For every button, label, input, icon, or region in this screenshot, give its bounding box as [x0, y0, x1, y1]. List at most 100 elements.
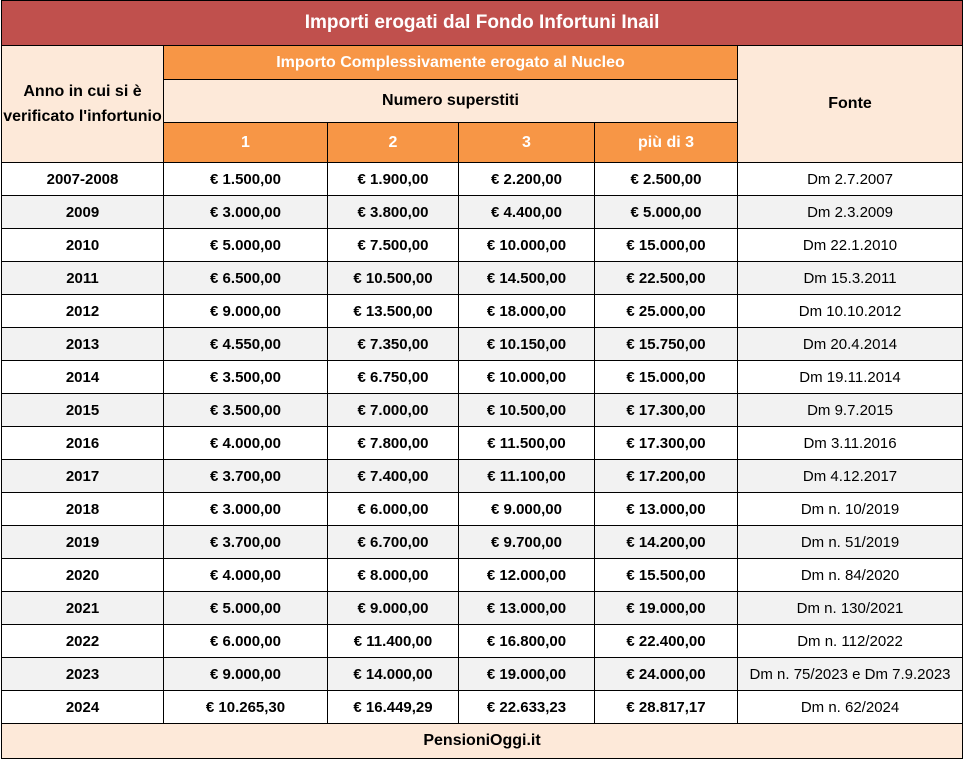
- amount-more-than-3-cell: € 17.300,00: [594, 393, 738, 427]
- amount-1-cell: € 5.000,00: [163, 228, 328, 262]
- amount-2-cell: € 7.800,00: [327, 426, 459, 460]
- amount-1-cell: € 6.000,00: [163, 624, 328, 658]
- fonte-cell: Dm 15.3.2011: [736, 261, 963, 295]
- amount-more-than-3-cell: € 15.500,00: [594, 558, 738, 592]
- amount-2-cell: € 16.449,29: [327, 690, 459, 724]
- importo-group-header: Importo Complessivamente erogato al Nucl…: [163, 45, 738, 80]
- amount-3-cell: € 4.400,00: [458, 195, 595, 229]
- count-header-3: 3: [458, 122, 595, 163]
- amount-3-cell: € 10.500,00: [458, 393, 595, 427]
- fonte-cell: Dm 10.10.2012: [736, 294, 963, 328]
- year-column-header: Anno in cui si è verificato l'infortunio: [1, 45, 164, 163]
- count-header-1: 1: [163, 122, 328, 163]
- amount-more-than-3-cell: € 2.500,00: [594, 162, 738, 196]
- table-row: 2007-2008 € 1.500,00 € 1.900,00 € 2.200,00 €…: [1, 162, 963, 196]
- table-row: 2014 € 3.500,00 € 6.750,00 € 10.000,00 € 15.…: [1, 360, 963, 394]
- table-row: 2024 € 10.265,30 € 16.449,29 € 22.633,23 € 2…: [1, 690, 963, 724]
- fonte-cell: Dm n. 112/2022: [736, 624, 963, 658]
- amount-1-cell: € 3.000,00: [163, 492, 328, 526]
- amount-more-than-3-cell: € 15.000,00: [594, 228, 738, 262]
- amount-more-than-3-cell: € 5.000,00: [594, 195, 738, 229]
- amount-more-than-3-cell: € 24.000,00: [594, 657, 738, 691]
- amount-more-than-3-cell: € 22.400,00: [594, 624, 738, 658]
- amount-more-than-3-cell: € 22.500,00: [594, 261, 738, 295]
- table-row: 2012 € 9.000,00 € 13.500,00 € 18.000,00 € 25…: [1, 294, 963, 328]
- fonte-cell: Dm 4.12.2017: [736, 459, 963, 493]
- count-header-more-than-3: più di 3: [594, 122, 738, 163]
- amount-more-than-3-cell: € 15.000,00: [594, 360, 738, 394]
- year-cell: 2015: [1, 393, 164, 427]
- amount-3-cell: € 12.000,00: [458, 558, 595, 592]
- amount-3-cell: € 11.100,00: [458, 459, 595, 493]
- amount-1-cell: € 5.000,00: [163, 591, 328, 625]
- amount-2-cell: € 8.000,00: [327, 558, 459, 592]
- amount-2-cell: € 9.000,00: [327, 591, 459, 625]
- fonte-cell: Dm 20.4.2014: [736, 327, 963, 361]
- year-cell: 2014: [1, 360, 164, 394]
- amount-3-cell: € 13.000,00: [458, 591, 595, 625]
- year-cell: 2022: [1, 624, 164, 658]
- amount-2-cell: € 1.900,00: [327, 162, 459, 196]
- fonte-cell: Dm 22.1.2010: [736, 228, 963, 262]
- year-cell: 2013: [1, 327, 164, 361]
- amount-more-than-3-cell: € 14.200,00: [594, 525, 738, 559]
- table-row: 2017 € 3.700,00 € 7.400,00 € 11.100,00 € 17.…: [1, 459, 963, 493]
- table-title: Importi erogati dal Fondo Infortuni Inai…: [0, 0, 963, 46]
- table-row: 2016 € 4.000,00 € 7.800,00 € 11.500,00 € 17.…: [1, 426, 963, 460]
- footer-source: PensioniOggi.it: [0, 723, 963, 759]
- table-row: 2018 € 3.000,00 € 6.000,00 € 9.000,00 € 13.0…: [1, 492, 963, 526]
- amount-2-cell: € 6.750,00: [327, 360, 459, 394]
- fonte-cell: Dm n. 75/2023 e Dm 7.9.2023: [736, 657, 963, 691]
- amount-more-than-3-cell: € 13.000,00: [594, 492, 738, 526]
- amount-more-than-3-cell: € 25.000,00: [594, 294, 738, 328]
- amount-1-cell: € 4.000,00: [163, 558, 328, 592]
- amount-2-cell: € 3.800,00: [327, 195, 459, 229]
- amount-1-cell: € 4.000,00: [163, 426, 328, 460]
- amount-3-cell: € 10.000,00: [458, 228, 595, 262]
- amount-3-cell: € 22.633,23: [458, 690, 595, 724]
- table-row: 2015 € 3.500,00 € 7.000,00 € 10.500,00 € 17.…: [1, 393, 963, 427]
- table-row: 2009 € 3.000,00 € 3.800,00 € 4.400,00 € 5.00…: [1, 195, 963, 229]
- table-row: 2021 € 5.000,00 € 9.000,00 € 13.000,00 € 19.…: [1, 591, 963, 625]
- amount-1-cell: € 9.000,00: [163, 657, 328, 691]
- amount-3-cell: € 2.200,00: [458, 162, 595, 196]
- amount-3-cell: € 11.500,00: [458, 426, 595, 460]
- amount-1-cell: € 3.700,00: [163, 525, 328, 559]
- year-cell: 2016: [1, 426, 164, 460]
- amount-1-cell: € 3.500,00: [163, 360, 328, 394]
- fonte-cell: Dm 3.11.2016: [736, 426, 963, 460]
- amount-more-than-3-cell: € 17.300,00: [594, 426, 738, 460]
- amount-3-cell: € 10.000,00: [458, 360, 595, 394]
- amount-1-cell: € 10.265,30: [163, 690, 328, 724]
- amount-2-cell: € 6.700,00: [327, 525, 459, 559]
- fonte-cell: Dm n. 62/2024: [736, 690, 963, 724]
- fonte-column-header: Fonte: [736, 45, 963, 163]
- year-cell: 2007-2008: [1, 162, 164, 196]
- amount-1-cell: € 3.000,00: [163, 195, 328, 229]
- year-cell: 2009: [1, 195, 164, 229]
- amount-1-cell: € 4.550,00: [163, 327, 328, 361]
- amount-1-cell: € 1.500,00: [163, 162, 328, 196]
- amount-more-than-3-cell: € 19.000,00: [594, 591, 738, 625]
- year-cell: 2021: [1, 591, 164, 625]
- amount-3-cell: € 14.500,00: [458, 261, 595, 295]
- amount-2-cell: € 11.400,00: [327, 624, 459, 658]
- amount-1-cell: € 9.000,00: [163, 294, 328, 328]
- amount-1-cell: € 3.500,00: [163, 393, 328, 427]
- numero-superstiti-header: Numero superstiti: [163, 79, 738, 123]
- year-cell: 2012: [1, 294, 164, 328]
- count-header-2: 2: [327, 122, 459, 163]
- table-row: 2022 € 6.000,00 € 11.400,00 € 16.800,00 € 22…: [1, 624, 963, 658]
- year-cell: 2019: [1, 525, 164, 559]
- fonte-cell: Dm n. 84/2020: [736, 558, 963, 592]
- amount-more-than-3-cell: € 15.750,00: [594, 327, 738, 361]
- year-cell: 2024: [1, 690, 164, 724]
- amount-2-cell: € 7.500,00: [327, 228, 459, 262]
- table-row: 2011 € 6.500,00 € 10.500,00 € 14.500,00 € 22…: [1, 261, 963, 295]
- fonte-cell: Dm 9.7.2015: [736, 393, 963, 427]
- amount-2-cell: € 10.500,00: [327, 261, 459, 295]
- amount-2-cell: € 6.000,00: [327, 492, 459, 526]
- amount-2-cell: € 7.350,00: [327, 327, 459, 361]
- amount-2-cell: € 13.500,00: [327, 294, 459, 328]
